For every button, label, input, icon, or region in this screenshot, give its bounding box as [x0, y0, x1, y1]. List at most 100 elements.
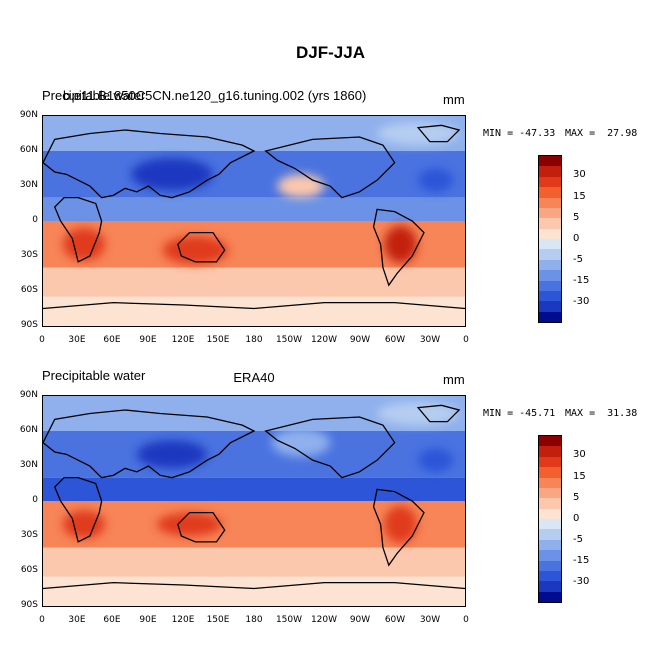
- colorbar: [538, 435, 562, 603]
- colorbar-cell: [539, 498, 561, 509]
- blob-arctic: [377, 401, 460, 426]
- blob-australia: [156, 512, 223, 536]
- colorbar-cell: [539, 519, 561, 530]
- band-north-low: [43, 477, 465, 501]
- map-plot: [42, 115, 466, 327]
- colorbar-cell: [539, 270, 561, 281]
- band-south-high: [43, 296, 465, 326]
- max-value: MAX = 27.98: [565, 128, 638, 139]
- page-title: DJF-JJA: [296, 43, 365, 62]
- min-value: MIN = -47.33: [483, 128, 556, 139]
- colorbar-cell: [539, 176, 561, 188]
- colorbar-cell: [539, 197, 561, 208]
- colorbar-cell: [539, 301, 561, 312]
- band-north-mid: [43, 431, 465, 478]
- lon-tick: 90W: [349, 335, 371, 345]
- colorbar-tick: -15: [573, 555, 590, 566]
- panel-left-label: Precipitable water: [42, 88, 146, 103]
- lon-tick: 60E: [103, 335, 121, 345]
- blob-africa-south: [62, 228, 106, 261]
- lon-tick: 150E: [206, 615, 230, 625]
- colorbar-tick: -15: [573, 275, 590, 286]
- colorbar-cell: [539, 467, 561, 478]
- blob-africa-south: [62, 510, 106, 539]
- colorbar-tick: 0: [573, 233, 580, 244]
- lon-tick: 0: [39, 335, 45, 345]
- colorbar-tick: 15: [573, 471, 586, 482]
- lon-tick: 30E: [68, 335, 86, 345]
- lon-tick: 150W: [275, 615, 303, 625]
- blob-asia: [130, 158, 213, 191]
- colorbar-tick: -5: [573, 254, 583, 265]
- lon-tick: 0: [39, 615, 45, 625]
- colorbar: [538, 155, 562, 323]
- lon-tick: 60W: [384, 615, 406, 625]
- colorbar-cell: [539, 529, 561, 540]
- panel-left-label: Precipitable water: [42, 368, 146, 383]
- lat-tick: 0: [32, 215, 38, 225]
- lat-tick: 90N: [19, 390, 38, 400]
- panel-units-label: mm: [443, 92, 465, 107]
- colorbar-tick: 5: [573, 212, 580, 223]
- lon-tick: 60W: [384, 335, 406, 345]
- panel-units-label: mm: [443, 372, 465, 387]
- lat-tick: 60N: [19, 425, 38, 435]
- colorbar-cell: [539, 446, 561, 457]
- blob-asia: [136, 440, 208, 469]
- lon-tick: 90E: [139, 615, 157, 625]
- colorbar-cell: [539, 456, 561, 468]
- lon-tick: 90E: [139, 335, 157, 345]
- min-value: MIN = -45.71: [483, 408, 556, 419]
- colorbar-tick: 30: [573, 169, 586, 180]
- colorbar-cell: [539, 166, 561, 177]
- colorbar-cell: [539, 259, 561, 271]
- colorbar-cell: [539, 218, 561, 229]
- blob-pacific: [271, 428, 331, 457]
- colorbar-cell: [539, 207, 561, 219]
- coastlines: [43, 124, 465, 310]
- colorbar-cell: [539, 290, 561, 302]
- blob-pacific-low: [277, 174, 325, 198]
- lon-tick: 30E: [68, 615, 86, 625]
- map-panel-model: Precipitable water b.e11.B1850C5CN.ne120…: [0, 85, 661, 355]
- colorbar-cell: [539, 311, 561, 322]
- lat-tick: 30N: [19, 180, 38, 190]
- colorbar-tick: 30: [573, 449, 586, 460]
- max-value: MAX = 31.38: [565, 408, 638, 419]
- colorbar-cell: [539, 581, 561, 592]
- colorbar-cell: [539, 487, 561, 499]
- lat-tick: 90S: [20, 320, 38, 330]
- colorbar-cell: [539, 550, 561, 561]
- colorbar-cell: [539, 249, 561, 260]
- colorbar-cell: [539, 477, 561, 488]
- lat-tick: 30N: [19, 460, 38, 470]
- map-panel-era40: Precipitable water ERA40 mm: [0, 365, 661, 635]
- lon-tick: 0: [463, 335, 469, 345]
- blob-atlantic: [418, 448, 454, 472]
- colorbar-cell: [539, 228, 561, 239]
- lat-tick: 30S: [20, 250, 38, 260]
- blob-atlantic: [418, 168, 454, 192]
- lat-tick: 60N: [19, 145, 38, 155]
- colorbar-cell: [539, 280, 561, 291]
- colorbar-cell: [539, 508, 561, 519]
- colorbar-cell: [539, 539, 561, 551]
- band-south-high: [43, 576, 465, 606]
- panel-case-label: b.e11.B1850C5CN.ne120_g16.tuning.002 (yr…: [63, 88, 367, 103]
- blob-south-america: [384, 225, 417, 263]
- colorbar-tick: 5: [573, 492, 580, 503]
- colorbar-cell: [539, 156, 561, 167]
- lon-tick: 120W: [310, 615, 338, 625]
- lat-tick: 90S: [20, 600, 38, 610]
- lon-tick: 0: [463, 615, 469, 625]
- band-south-mid: [43, 267, 465, 297]
- lon-tick: 30W: [419, 335, 441, 345]
- lon-tick: 150W: [275, 335, 303, 345]
- colorbar-tick: -30: [573, 576, 590, 587]
- lat-tick: 90N: [19, 110, 38, 120]
- colorbar-tick: -30: [573, 296, 590, 307]
- blob-arctic: [377, 121, 460, 146]
- world-map: [43, 396, 465, 606]
- lat-tick: 30S: [20, 530, 38, 540]
- lon-tick: 180: [245, 615, 263, 625]
